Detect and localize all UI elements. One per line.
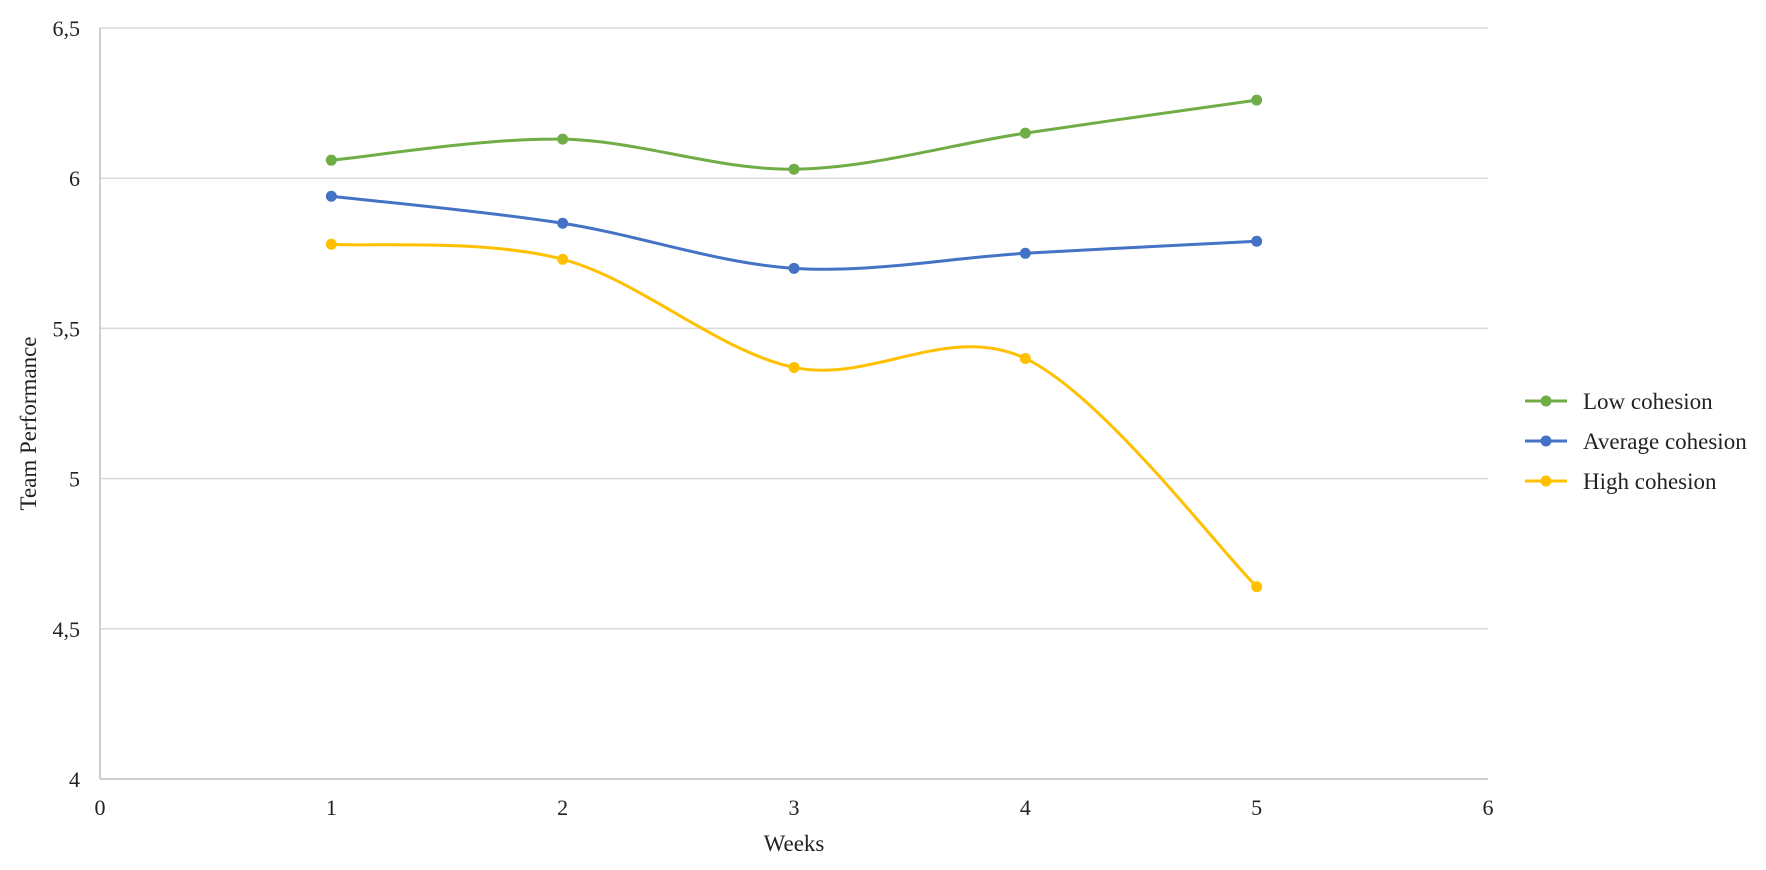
data-point-average-cohesion	[557, 217, 569, 229]
data-point-low-cohesion	[1019, 127, 1031, 139]
data-point-average-cohesion	[1251, 235, 1263, 247]
y-axis-title: Team Performance	[16, 337, 41, 511]
data-point-average-cohesion	[788, 262, 800, 274]
y-axis-ticks: 4 4,5 5 5,5 6 6,5	[53, 16, 81, 792]
y-tick-label: 5,5	[53, 316, 81, 341]
legend-item-high-cohesion: High cohesion	[1525, 469, 1717, 494]
legend: Low cohesion Average cohesion High cohesio…	[1525, 389, 1747, 494]
series-average-cohesion	[325, 190, 1263, 274]
legend-marker	[1540, 395, 1552, 407]
series-group	[325, 94, 1263, 593]
legend-item-low-cohesion: Low cohesion	[1525, 389, 1713, 414]
y-tick-label: 4,5	[53, 617, 81, 642]
data-point-low-cohesion	[557, 133, 569, 145]
data-point-low-cohesion	[325, 154, 337, 166]
data-point-high-cohesion	[1251, 581, 1263, 593]
data-point-low-cohesion	[788, 163, 800, 175]
series-line-average-cohesion	[329, 194, 1259, 271]
y-tick-label: 6	[69, 166, 80, 191]
data-point-high-cohesion	[788, 361, 800, 373]
data-point-high-cohesion	[557, 253, 569, 265]
data-point-average-cohesion	[1019, 247, 1031, 259]
legend-label: Low cohesion	[1583, 389, 1713, 414]
x-tick-label: 3	[789, 795, 800, 820]
x-tick-label: 1	[326, 795, 337, 820]
series-line-low-cohesion	[329, 98, 1259, 171]
legend-label: Average cohesion	[1583, 429, 1747, 454]
legend-label: High cohesion	[1583, 469, 1717, 494]
gridlines	[100, 27, 1488, 630]
x-tick-label: 0	[95, 795, 106, 820]
x-tick-label: 6	[1483, 795, 1494, 820]
legend-marker	[1540, 435, 1552, 447]
data-point-low-cohesion	[1251, 94, 1263, 106]
series-low-cohesion	[325, 94, 1263, 175]
legend-marker	[1540, 475, 1552, 487]
x-tick-label: 2	[557, 795, 568, 820]
legend-item-average-cohesion: Average cohesion	[1525, 429, 1747, 454]
x-axis-ticks: 0 1 2 3 4 5 6	[95, 795, 1494, 820]
series-line-high-cohesion	[329, 242, 1259, 589]
series-high-cohesion	[325, 238, 1263, 593]
data-point-high-cohesion	[325, 238, 337, 250]
x-axis-title: Weeks	[764, 831, 825, 856]
data-point-high-cohesion	[1019, 352, 1031, 364]
x-tick-label: 4	[1020, 795, 1031, 820]
y-tick-label: 4	[69, 767, 80, 792]
y-tick-label: 6,5	[53, 16, 81, 41]
data-point-average-cohesion	[325, 190, 337, 202]
y-tick-label: 5	[69, 467, 80, 492]
x-tick-label: 5	[1251, 795, 1262, 820]
